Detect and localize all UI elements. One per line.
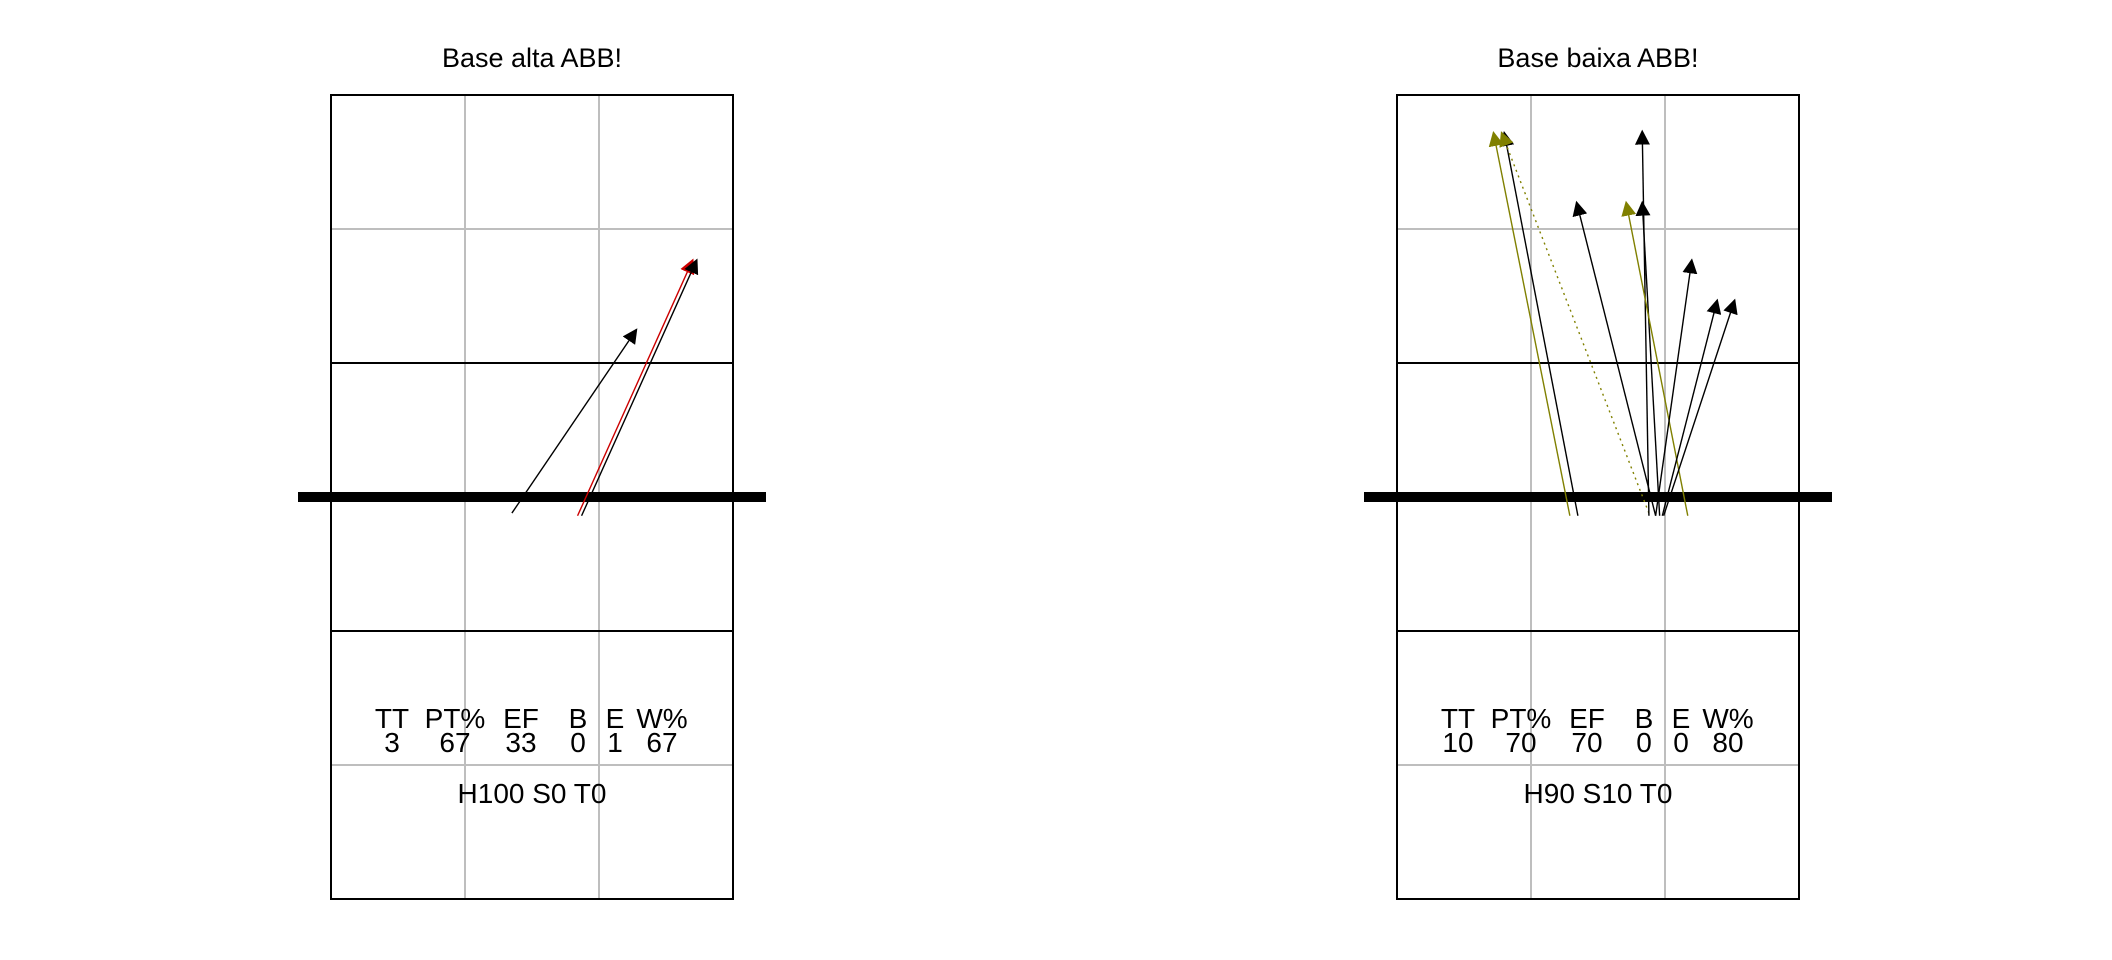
stat-value: 3 xyxy=(384,727,400,758)
stat-header: TT xyxy=(1441,703,1475,734)
stat-header: EF xyxy=(503,703,539,734)
attack-arrow xyxy=(1661,298,1722,516)
stat-value: 80 xyxy=(1712,727,1743,758)
attack-arrow xyxy=(1654,258,1698,516)
summary-label: H90 S10 T0 xyxy=(1524,778,1673,809)
stat-header: EF xyxy=(1569,703,1605,734)
stat-header: W% xyxy=(1702,703,1753,734)
chart-title: Base alta ABB! xyxy=(442,43,622,73)
attack-arrow xyxy=(1499,131,1650,514)
attack-arrow xyxy=(1635,200,1661,516)
stat-header: E xyxy=(1672,703,1691,734)
summary-label: H100 S0 T0 xyxy=(458,778,607,809)
stat-value: 70 xyxy=(1571,727,1602,758)
attack-arrow xyxy=(1499,131,1579,516)
stat-value: 1 xyxy=(607,727,623,758)
stat-header: B xyxy=(569,703,588,734)
stat-header: W% xyxy=(636,703,687,734)
stat-value: 67 xyxy=(646,727,677,758)
attack-arrow xyxy=(511,328,638,514)
attack-arrow xyxy=(1621,200,1689,516)
attack-arrow xyxy=(1634,129,1650,516)
court-panel-2: Base baixa ABB! TT PT% EF B E W% 10 70 70 0 0 80 H90 … xyxy=(1364,43,1832,900)
stat-value: 67 xyxy=(439,727,470,758)
stat-header: E xyxy=(606,703,625,734)
stat-value: 33 xyxy=(505,727,536,758)
stat-value: 0 xyxy=(570,727,586,758)
stat-value: 0 xyxy=(1636,727,1652,758)
stat-value: 0 xyxy=(1673,727,1689,758)
attack-arrow xyxy=(1488,131,1571,516)
stat-header: TT xyxy=(375,703,409,734)
stat-header: PT% xyxy=(425,703,486,734)
chart-title: Base baixa ABB! xyxy=(1497,43,1698,73)
stat-header: B xyxy=(1635,703,1654,734)
court-panel-1: Base alta ABB! TT PT% EF B E W% 3 67 33 0 1 67 H100 S… xyxy=(298,43,766,900)
stat-value: 70 xyxy=(1505,727,1536,758)
stat-value: 10 xyxy=(1442,727,1473,758)
attack-arrow xyxy=(1572,200,1657,516)
attack-arrow xyxy=(576,258,695,517)
attack-arrow xyxy=(1662,298,1738,516)
stat-header: PT% xyxy=(1491,703,1552,734)
attack-arrow xyxy=(580,258,699,517)
